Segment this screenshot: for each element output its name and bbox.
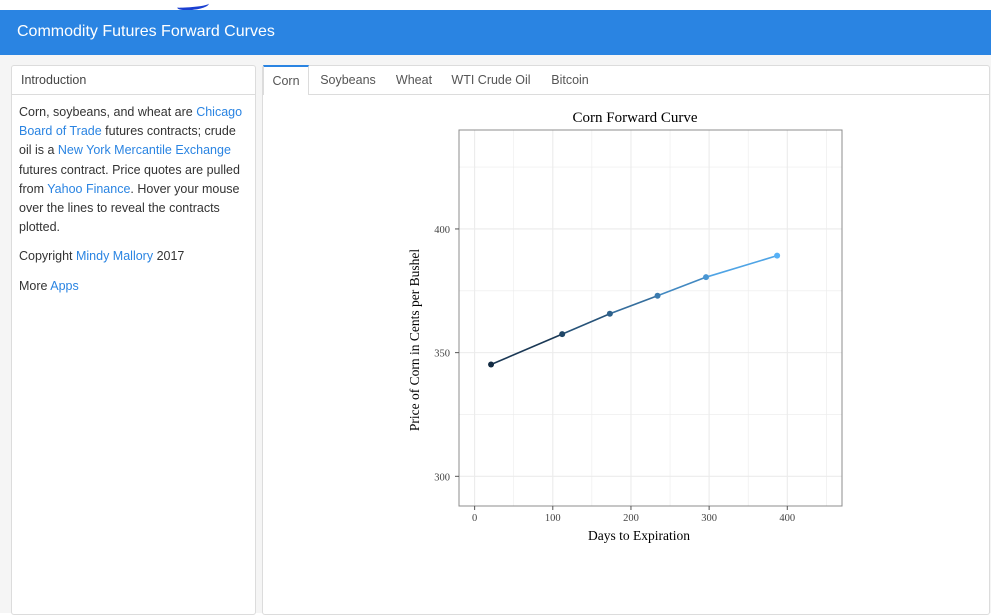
x-tick-label: 200 [623,513,639,524]
author-link[interactable]: Mindy Mallory [75,249,154,264]
sidebar-heading: Introduction [12,66,255,95]
series-line-segment[interactable] [705,254,778,278]
data-point[interactable] [488,361,495,368]
tab-wheat[interactable]: Wheat [395,73,433,87]
app-title: Commodity Futures Forward Curves [17,23,275,40]
tab-corn[interactable]: Corn [263,65,309,95]
page-body: Introduction Corn, soybeans, and wheat a… [0,55,991,615]
chart-title: Corn Forward Curve [573,110,698,126]
chart-grid [459,130,842,506]
intro-text-4: . Hover your mouse over the lines to rev… [19,181,240,235]
data-point[interactable] [559,331,566,338]
x-tick-label: 300 [701,513,717,524]
cbot-link[interactable]: Chicago Board of Trade [19,105,243,139]
tab-bitcoin[interactable]: Bitcoin [551,73,589,87]
tab-bar: Corn Soybeans Wheat WTI Crude Oil Bitcoi… [263,65,989,95]
more-apps-paragraph: More Apps [19,277,248,296]
navbar: Commodity Futures Forward Curves [0,10,991,55]
nymex-link[interactable]: New York Mercantile Exchange [57,143,231,158]
data-point[interactable] [702,274,709,281]
yahoo-finance-link[interactable]: Yahoo Finance [47,181,131,196]
apps-link[interactable]: Apps [50,278,79,293]
x-axis-label: Days to Expiration [588,528,690,543]
data-point[interactable] [654,292,661,299]
series-line-segment[interactable] [609,294,658,315]
sidebar-panel: Introduction Corn, soybeans, and wheat a… [11,65,256,615]
data-point[interactable] [774,252,781,259]
data-point[interactable] [606,310,613,317]
forward-curve-chart: 0 100 200 300 400 300 350 400 Corn Forward Curv… [407,110,843,543]
main-panel: Corn Soybeans Wheat WTI Crude Oil Bitcoi… [262,65,990,615]
x-tick-label: 0 [472,513,477,524]
y-axis-label: Price of Corn in Cents per Bushel [407,249,422,431]
y-tick-label: 350 [434,349,450,360]
series-line-segment[interactable] [490,333,563,366]
x-tick-label: 100 [545,513,561,524]
more-text: More [19,278,51,293]
copyright-text-2: 2017 [153,249,185,264]
tab-soybeans[interactable]: Soybeans [320,73,376,87]
y-tick-label: 400 [434,225,450,236]
intro-text-2: futures contracts; crude oil is a [19,124,236,158]
intro-text-1: Corn, soybeans, and wheat are [19,105,197,119]
copyright-paragraph: Copyright Mindy Mallory 2017 [19,247,248,266]
plot-frame [458,129,843,507]
copyright-text-1: Copyright [19,249,76,264]
series-layer[interactable] [488,252,781,368]
series-line-segment[interactable] [657,276,707,297]
sidebar-body: Corn, soybeans, and wheat are Chicago Bo… [12,95,255,314]
y-tick-label: 300 [434,472,450,483]
intro-text-3: futures contract. Price quotes are pulle… [19,162,240,196]
series-line-segment[interactable] [561,313,611,335]
tab-wti-crude-oil[interactable]: WTI Crude Oil [451,73,531,87]
axis-ticks: 0 100 200 300 400 300 350 400 [434,225,795,524]
x-tick-label: 400 [779,513,795,524]
intro-paragraph: Corn, soybeans, and wheat are Chicago Bo… [19,103,248,237]
